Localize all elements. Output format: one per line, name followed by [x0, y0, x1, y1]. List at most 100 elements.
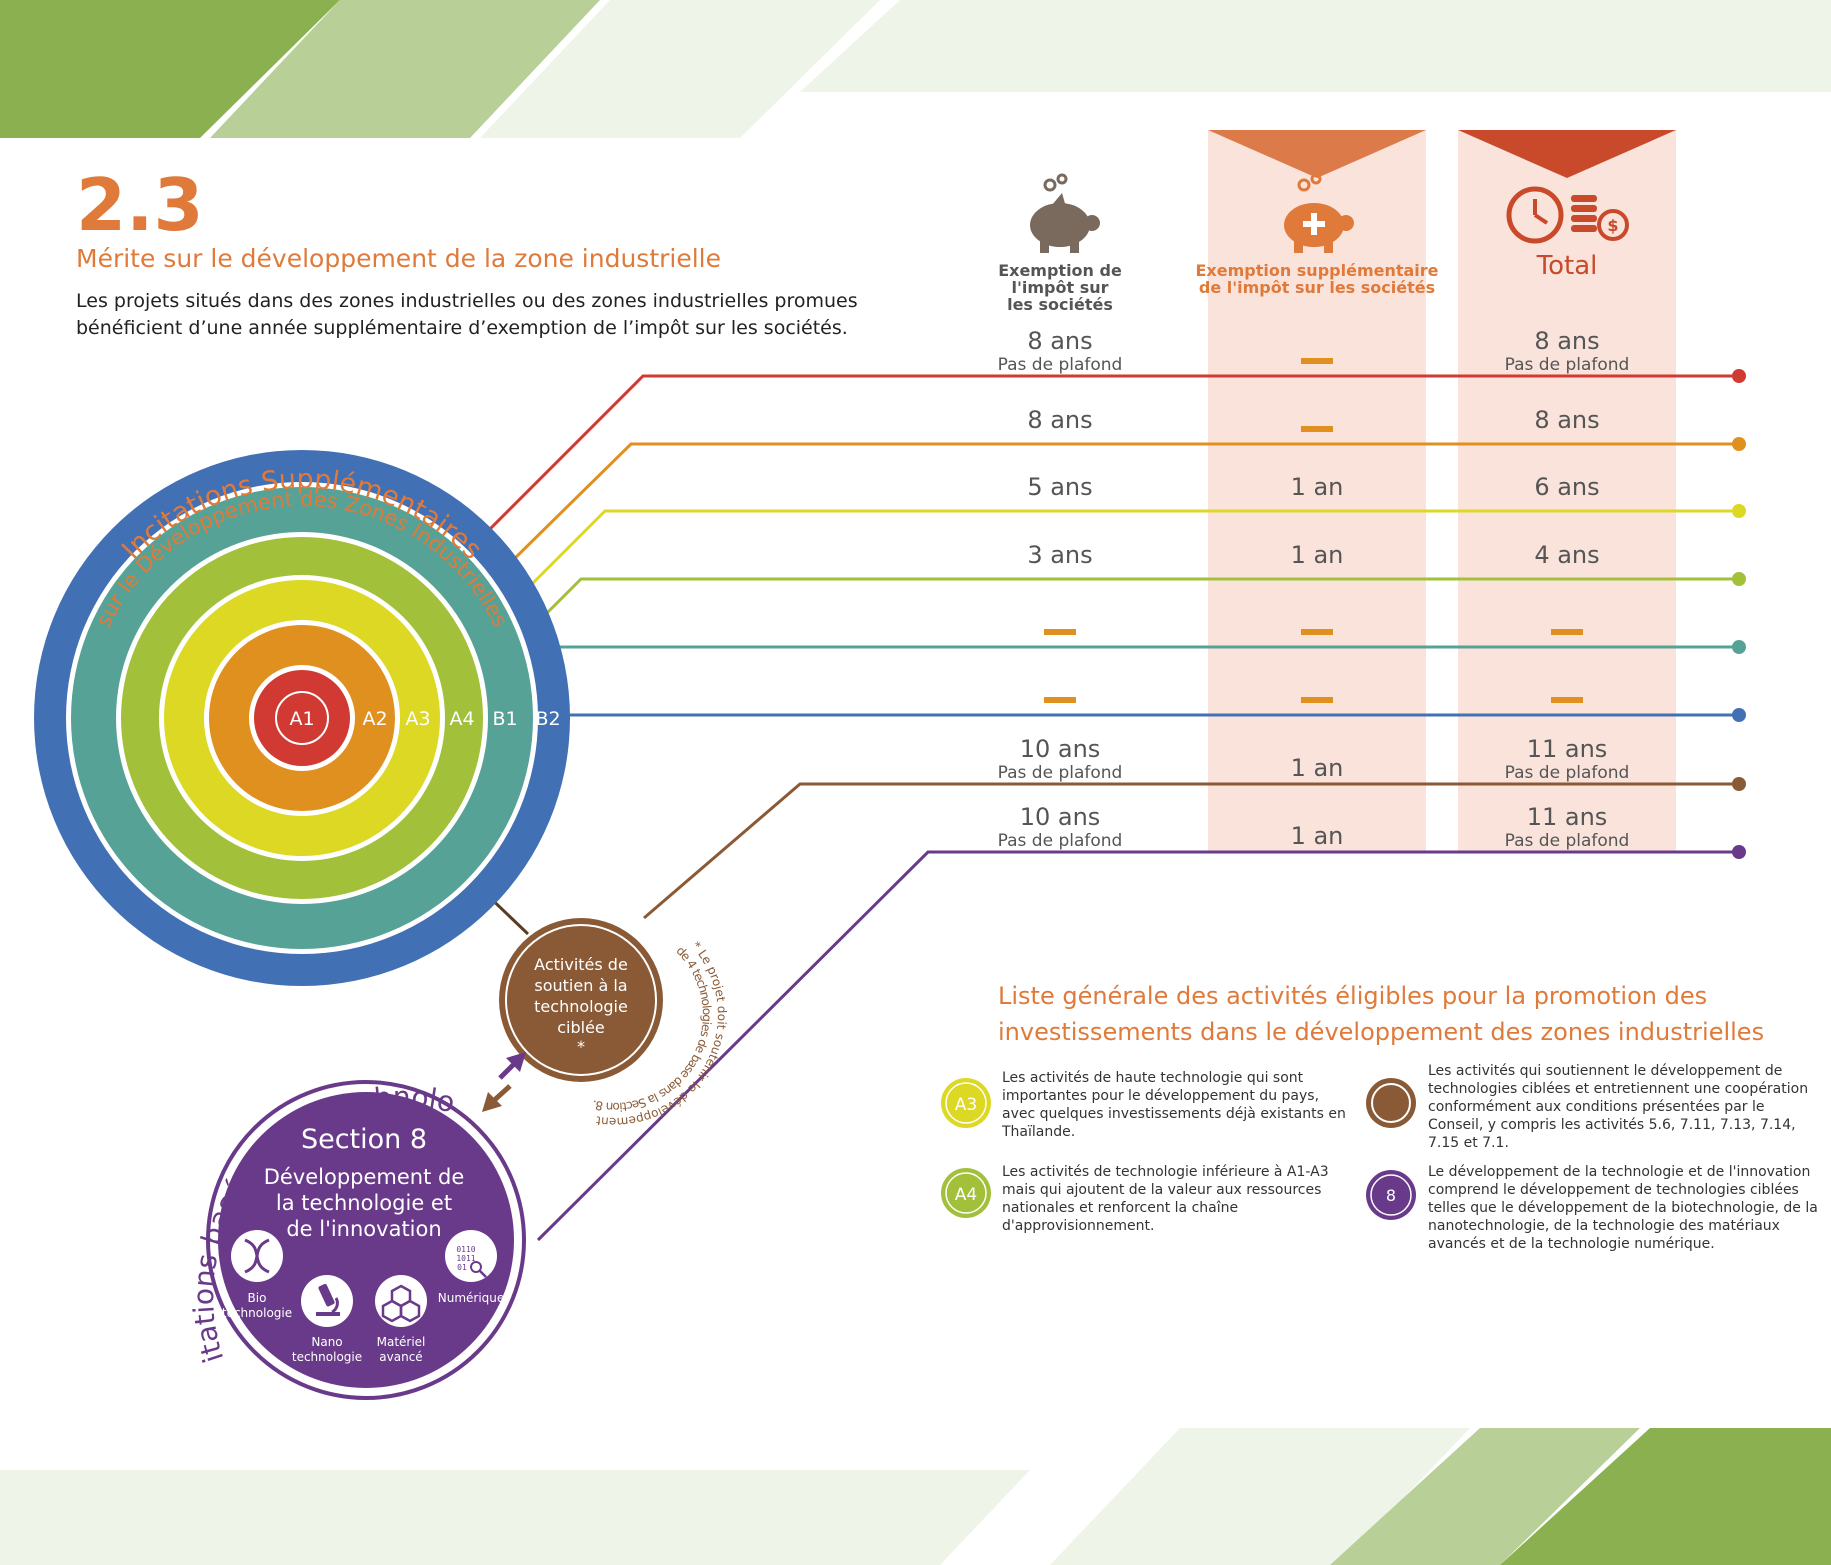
extra-dash-B1 — [1301, 629, 1333, 635]
section-8-circle — [206, 1080, 526, 1400]
exemption-value-A1: 8 ans — [1027, 327, 1092, 355]
clock-coins-icon: $ — [1506, 186, 1629, 244]
total-sub-section8: Pas de plafond — [1505, 831, 1630, 851]
column-3-header-chevron — [1458, 130, 1676, 178]
column-1-header-line-3: les sociétés — [1007, 295, 1113, 314]
top-decoration — [0, 0, 1831, 138]
svg-text:1011: 1011 — [456, 1254, 475, 1263]
exemption-value-section8: 10 ans — [1020, 803, 1101, 831]
row-end-dot-A1 — [1732, 369, 1746, 383]
column-2-header-line-1: Exemption supplémentaire — [1195, 261, 1438, 280]
double-arrow-icon — [482, 1052, 526, 1112]
column-1-header-line-1: Exemption de — [998, 261, 1122, 280]
legend-support-line-3: conformément aux conditions présentées p… — [1428, 1099, 1764, 1115]
support-circle-line-3: technologie — [534, 997, 628, 1016]
tech-label-bio-line-1: Bio — [248, 1291, 267, 1305]
row-end-dot-section8 — [1732, 845, 1746, 859]
legend-a4-line-3: nationales et renforcent la chaîne — [1002, 1200, 1238, 1216]
legend-a3-line-4: Thaïlande. — [1001, 1124, 1075, 1140]
extra-dash-B2 — [1301, 697, 1333, 703]
column-1-header-line-2: l'impôt sur — [1011, 278, 1108, 297]
legend-badge-a3-label: A3 — [955, 1095, 977, 1115]
piggy-bank-icon — [1030, 173, 1100, 253]
tech-label-nano-line-2: technologie — [292, 1350, 362, 1364]
legend-a3-line-1: Les activités de haute technologie qui s… — [1002, 1070, 1304, 1086]
section-8-subtitle-line-1: Développement de — [264, 1165, 465, 1189]
row-end-dot-support — [1732, 777, 1746, 791]
legend-support-line-5: 7.15 et 7.1. — [1428, 1135, 1509, 1151]
legend-section8-line-1: Le développement de la technologie et de… — [1428, 1164, 1810, 1180]
support-circle-line-2: soutien à la — [534, 976, 627, 995]
exemption-sub-support: Pas de plafond — [998, 763, 1123, 783]
extra-value-section8: 1 an — [1291, 822, 1344, 850]
total-value-section8: 11 ans — [1527, 803, 1608, 831]
legend-item-support: Les activités qui soutiennent le dévelop… — [1366, 1063, 1808, 1151]
column-3-header: Total — [1536, 251, 1598, 281]
exemption-value-A2: 8 ans — [1027, 406, 1092, 434]
intro-line-2: bénéficient d’une année supplémentaire d… — [76, 317, 848, 339]
legend-badge-a4 — [941, 1168, 991, 1218]
binary-search-icon: 0110 1011 01 — [445, 1230, 497, 1282]
legend-item-a3: A3 Les activités de haute technologie qu… — [941, 1070, 1346, 1140]
legend-a4-line-1: Les activités de technologie inférieure … — [1002, 1164, 1329, 1180]
legend-badge-a3 — [941, 1078, 991, 1128]
exemption-dash-B2 — [1044, 697, 1076, 703]
legend-section8-line-3: telles que le développement de la biotec… — [1428, 1200, 1818, 1216]
page-title: Mérite sur le développement de la zone i… — [76, 244, 721, 273]
svg-text:$: $ — [1607, 216, 1618, 235]
extra-dash-A2 — [1301, 426, 1333, 432]
ring-a1 — [254, 670, 350, 766]
extra-value-support: 1 an — [1291, 754, 1344, 782]
legend-section8-line-5: avancés et de la technologie numérique. — [1428, 1236, 1715, 1252]
piggy-bank-plus-icon — [1284, 173, 1354, 253]
legend-badge-section8 — [1366, 1170, 1416, 1220]
legend-a4-line-2: mais qui ajoutent de la valeur aux resso… — [1002, 1182, 1321, 1198]
column-2-header-chevron — [1208, 130, 1426, 178]
total-value-A4: 4 ans — [1534, 541, 1599, 569]
total-value-support: 11 ans — [1527, 735, 1608, 763]
legend-a4-line-4: d'approvisionnement. — [1002, 1218, 1154, 1234]
section-8-subtitle-line-3: de l'innovation — [286, 1217, 441, 1241]
tech-label-digital: Numérique — [438, 1291, 505, 1305]
legend-badge-support — [1366, 1078, 1416, 1128]
legend-title-line-2: investissements dans le développement de… — [998, 1018, 1764, 1046]
legend-item-section8: 8 Le développement de la technologie et … — [1366, 1164, 1818, 1252]
connector-support — [643, 782, 1739, 920]
legend-title-line-1: Liste générale des activités éligibles p… — [998, 982, 1707, 1010]
column-2-background — [1208, 130, 1426, 852]
legend-section8-line-4: nanotechnologie, de la technologie des m… — [1428, 1218, 1780, 1234]
ring-label-a2: A2 — [362, 708, 387, 730]
connector-section8 — [536, 850, 1739, 1242]
tech-label-bio-line-2: technologie — [222, 1306, 292, 1320]
svg-text:0110: 0110 — [456, 1245, 475, 1254]
total-dash-B2 — [1551, 697, 1583, 703]
total-dash-B1 — [1551, 629, 1583, 635]
total-sub-A1: Pas de plafond — [1505, 355, 1630, 375]
ring-label-b1: B1 — [492, 708, 517, 730]
total-value-A2: 8 ans — [1534, 406, 1599, 434]
legend-support-line-4: Conseil, y compris les activités 5.6, 7.… — [1428, 1117, 1796, 1133]
ring-label-b2: B2 — [535, 708, 560, 730]
svg-text:01: 01 — [457, 1263, 467, 1272]
total-value-A3: 6 ans — [1534, 473, 1599, 501]
support-circle-line-1: Activités de — [534, 955, 628, 974]
extra-dash-A1 — [1301, 358, 1333, 364]
extra-value-A4: 1 an — [1291, 541, 1344, 569]
legend-a3-line-3: avec quelques investissements déjà exist… — [1002, 1106, 1346, 1122]
row-end-dot-A4 — [1732, 572, 1746, 586]
legend-item-a4: A4 Les activités de technologie inférieu… — [941, 1164, 1329, 1234]
ring-label-a1: A1 — [289, 708, 314, 730]
legend-a3-line-2: importantes pour le développement du pay… — [1002, 1088, 1319, 1104]
total-value-A1: 8 ans — [1534, 327, 1599, 355]
exemption-value-support: 10 ans — [1020, 735, 1101, 763]
exemption-sub-A1: Pas de plafond — [998, 355, 1123, 375]
microscope-icon — [301, 1275, 353, 1327]
section-8-subtitle-line-2: la technologie et — [276, 1191, 452, 1215]
section-8-title: Section 8 — [301, 1124, 427, 1155]
ring-label-a4: A4 — [449, 708, 474, 730]
exemption-sub-section8: Pas de plafond — [998, 831, 1123, 851]
dna-icon — [231, 1230, 283, 1282]
row-end-dot-B1 — [1732, 640, 1746, 654]
